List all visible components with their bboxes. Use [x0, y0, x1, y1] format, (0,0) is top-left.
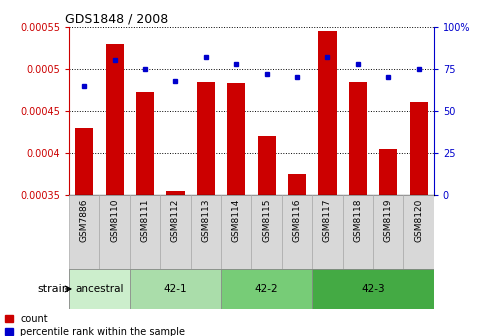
Text: GSM8112: GSM8112 [171, 199, 180, 242]
Bar [312, 269, 434, 309]
Bar [288, 174, 306, 195]
Text: GSM8115: GSM8115 [262, 199, 271, 242]
Bar [282, 195, 312, 269]
Bar [251, 195, 282, 269]
Bar [318, 31, 337, 195]
Bar [197, 82, 215, 195]
Text: GSM8119: GSM8119 [384, 199, 393, 242]
Legend: count, percentile rank within the sample: count, percentile rank within the sample [5, 314, 185, 336]
Bar [373, 195, 403, 269]
Bar [191, 195, 221, 269]
Text: strain: strain [37, 284, 69, 294]
Bar [221, 269, 312, 309]
Text: GSM8116: GSM8116 [292, 199, 302, 242]
Bar [160, 195, 191, 269]
Bar [75, 128, 93, 195]
Bar [130, 195, 160, 269]
Text: GSM8113: GSM8113 [201, 199, 211, 242]
Bar [379, 149, 397, 195]
Text: GSM7886: GSM7886 [80, 199, 89, 242]
Bar [403, 195, 434, 269]
Text: ancestral: ancestral [75, 284, 124, 294]
Text: 42-2: 42-2 [255, 284, 279, 294]
Bar [130, 269, 221, 309]
Bar [312, 195, 343, 269]
Bar [343, 195, 373, 269]
Bar [257, 136, 276, 195]
Bar [221, 195, 251, 269]
Text: GSM8111: GSM8111 [141, 199, 149, 242]
Text: 42-3: 42-3 [361, 284, 385, 294]
Bar [410, 102, 428, 195]
Bar [227, 83, 246, 195]
Bar [69, 269, 130, 309]
Text: GSM8120: GSM8120 [414, 199, 423, 242]
Text: GDS1848 / 2008: GDS1848 / 2008 [66, 13, 169, 26]
Bar [69, 195, 100, 269]
Text: GSM8114: GSM8114 [232, 199, 241, 242]
Bar [100, 195, 130, 269]
Text: GSM8117: GSM8117 [323, 199, 332, 242]
Bar [166, 191, 184, 195]
Bar [106, 44, 124, 195]
Text: 42-1: 42-1 [164, 284, 187, 294]
Text: GSM8118: GSM8118 [353, 199, 362, 242]
Text: GSM8110: GSM8110 [110, 199, 119, 242]
Bar [349, 82, 367, 195]
Bar [136, 92, 154, 195]
